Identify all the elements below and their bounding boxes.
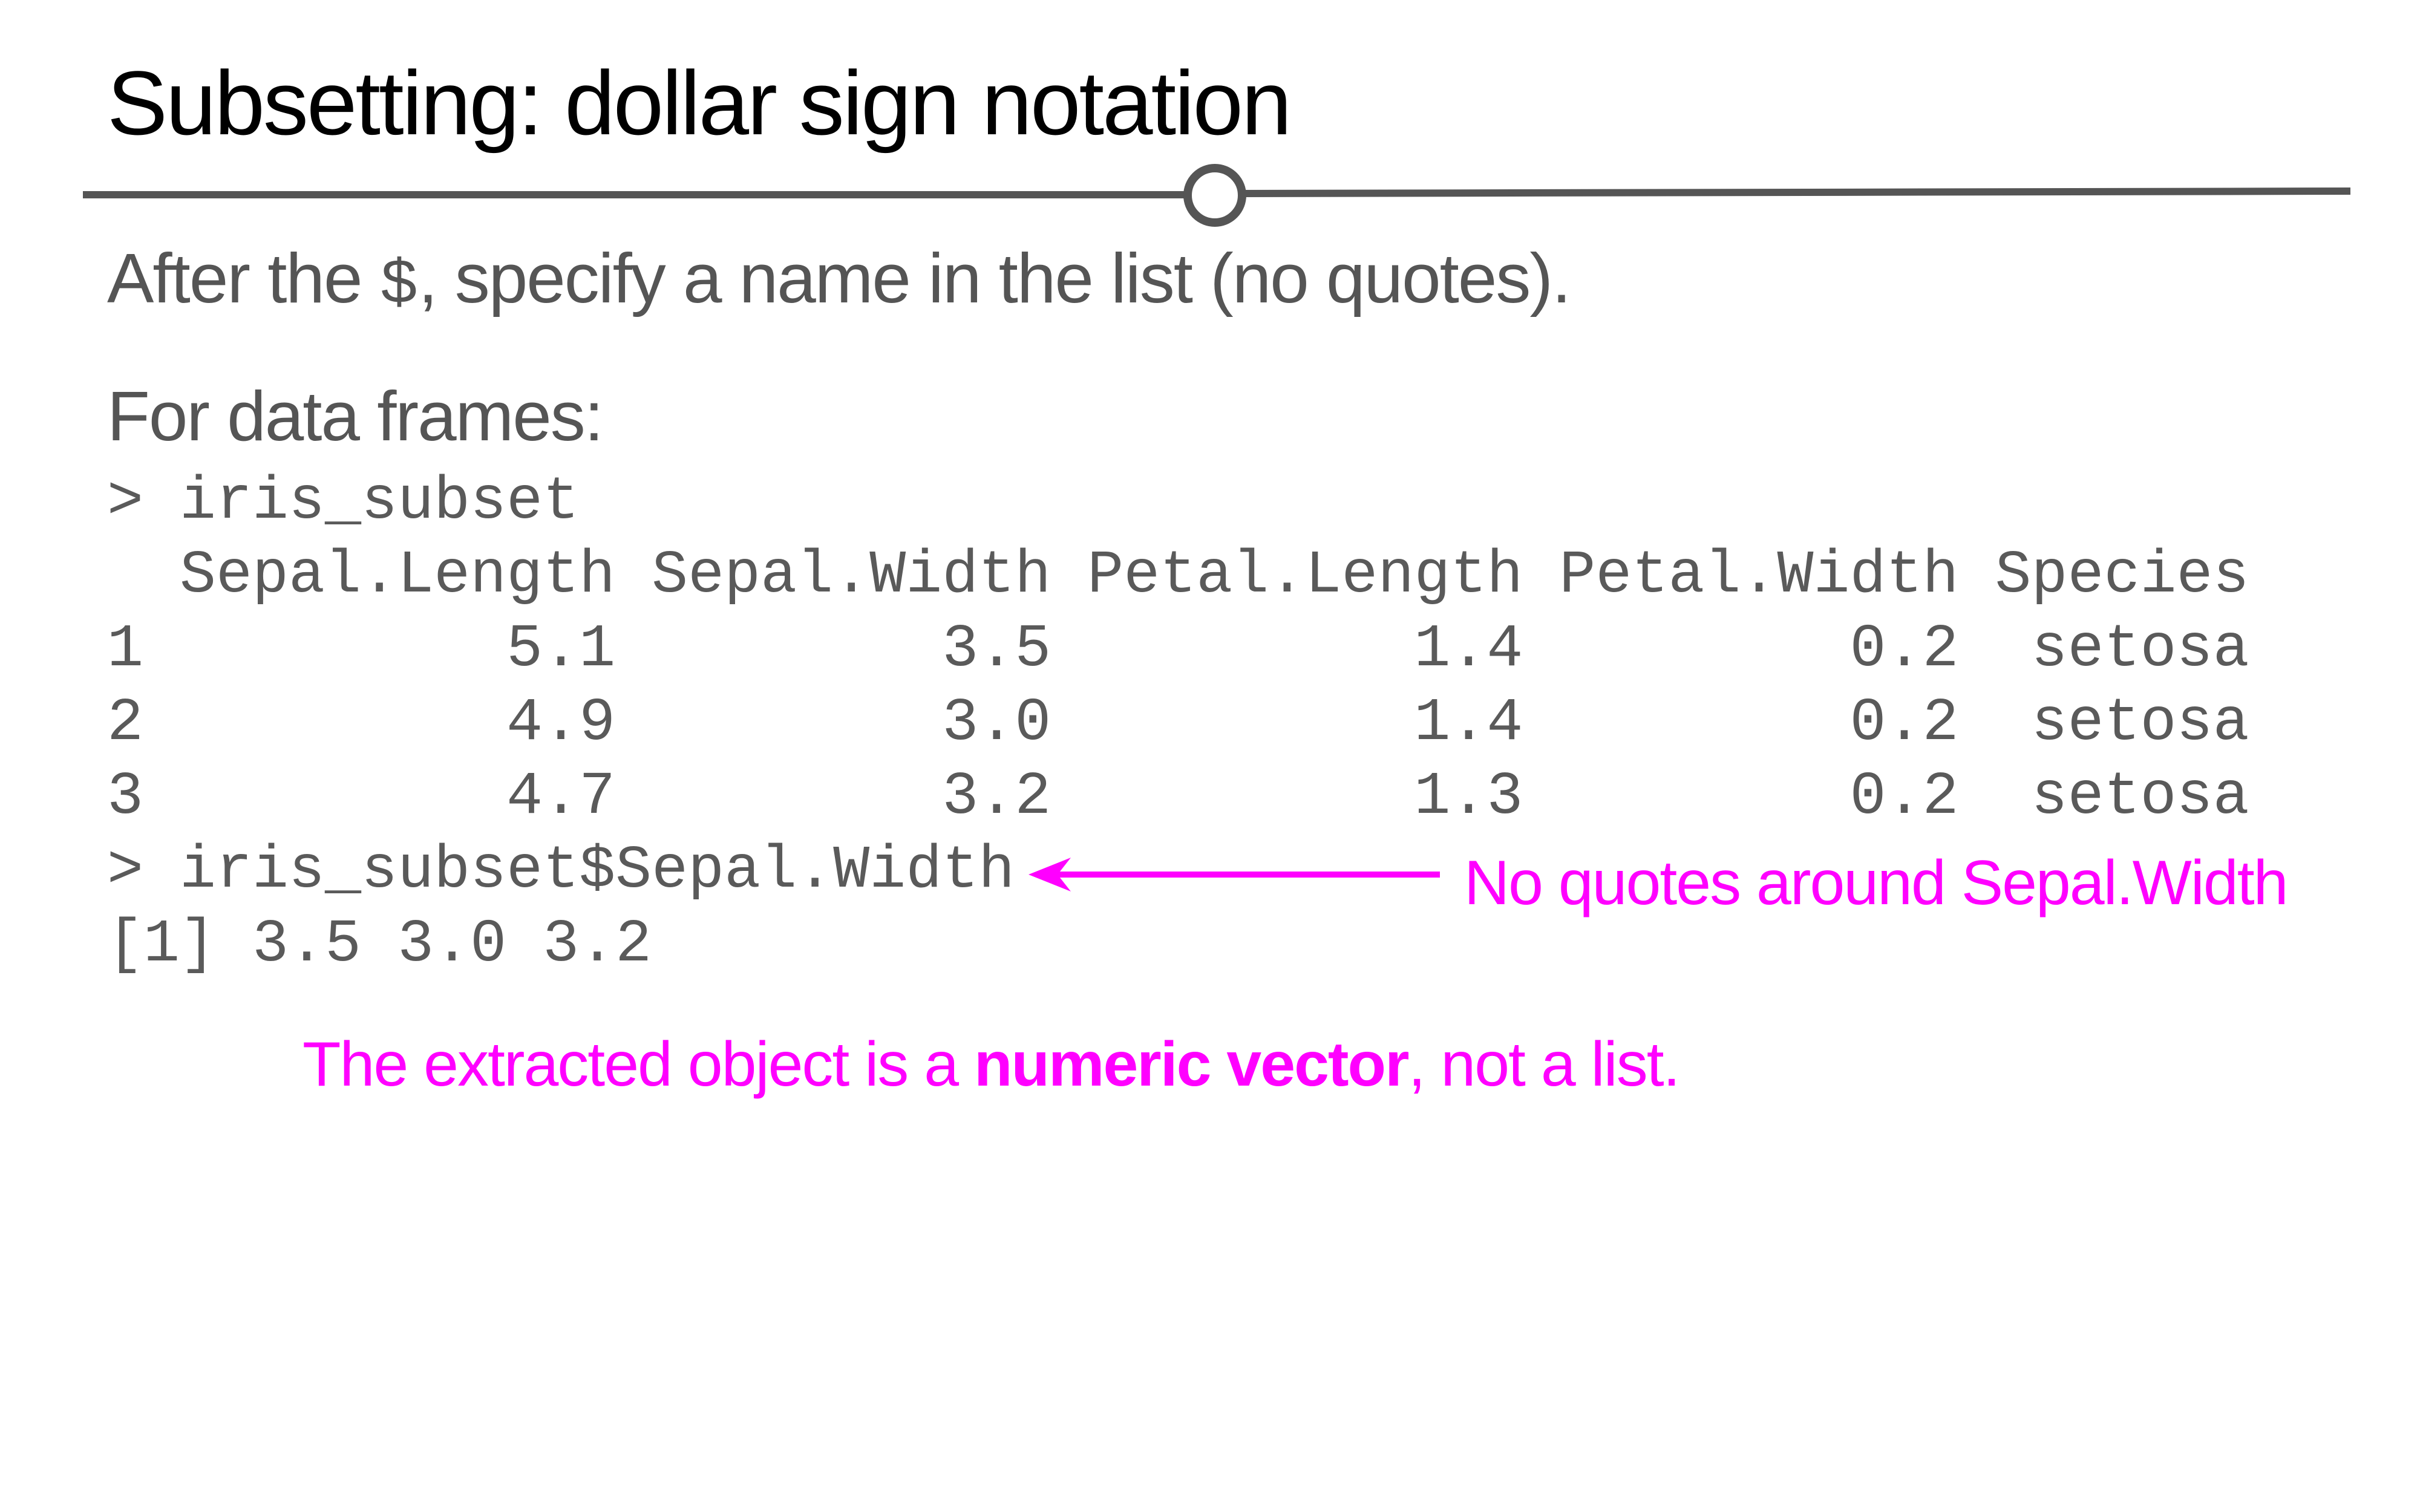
console-data-row: 2 4.9 3.0 1.4 0.2 setosa bbox=[107, 689, 2249, 758]
numeric-vector-note: The extracted object is a numeric vector… bbox=[302, 1022, 1681, 1107]
r-console-output: > iris_subset Sepal.Length Sepal.Width P… bbox=[107, 466, 2249, 982]
title-divider-circle-icon bbox=[1183, 164, 1246, 227]
console-data-row: 1 5.1 3.5 1.4 0.2 setosa bbox=[107, 616, 2249, 684]
bullet-dollar-usage-before: After the bbox=[107, 239, 380, 318]
console-result-line: [1] 3.5 3.0 3.2 bbox=[107, 911, 652, 979]
slide-title: Subsetting: dollar sign notation bbox=[107, 52, 1292, 154]
bullet-dollar-usage-after: , specify a name in the list (no quotes)… bbox=[418, 239, 1571, 318]
left-arrow-icon bbox=[1028, 858, 1440, 891]
console-header-row: Sepal.Length Sepal.Width Petal.Length Pe… bbox=[107, 542, 2249, 610]
note-text-before: The extracted object is a bbox=[302, 1029, 974, 1100]
bullet-data-frames: For data frames: bbox=[107, 377, 604, 455]
arrow-annotation-label: No quotes around Sepal.Width bbox=[1464, 848, 2288, 918]
title-divider-line-right bbox=[1241, 187, 2351, 197]
console-command-line: > iris_subset bbox=[107, 468, 580, 536]
note-text-bold: numeric vector bbox=[973, 1029, 1410, 1100]
bullet-dollar-usage: After the $, specify a name in the list … bbox=[107, 236, 1571, 328]
dollar-sign-code: $ bbox=[379, 249, 419, 322]
note-text-after: , not a list. bbox=[1408, 1029, 1681, 1100]
console-data-row: 3 4.7 3.2 1.3 0.2 setosa bbox=[107, 763, 2249, 832]
title-divider bbox=[83, 164, 2351, 227]
console-command-line: > iris_subset$Sepal.Width bbox=[107, 837, 1015, 905]
